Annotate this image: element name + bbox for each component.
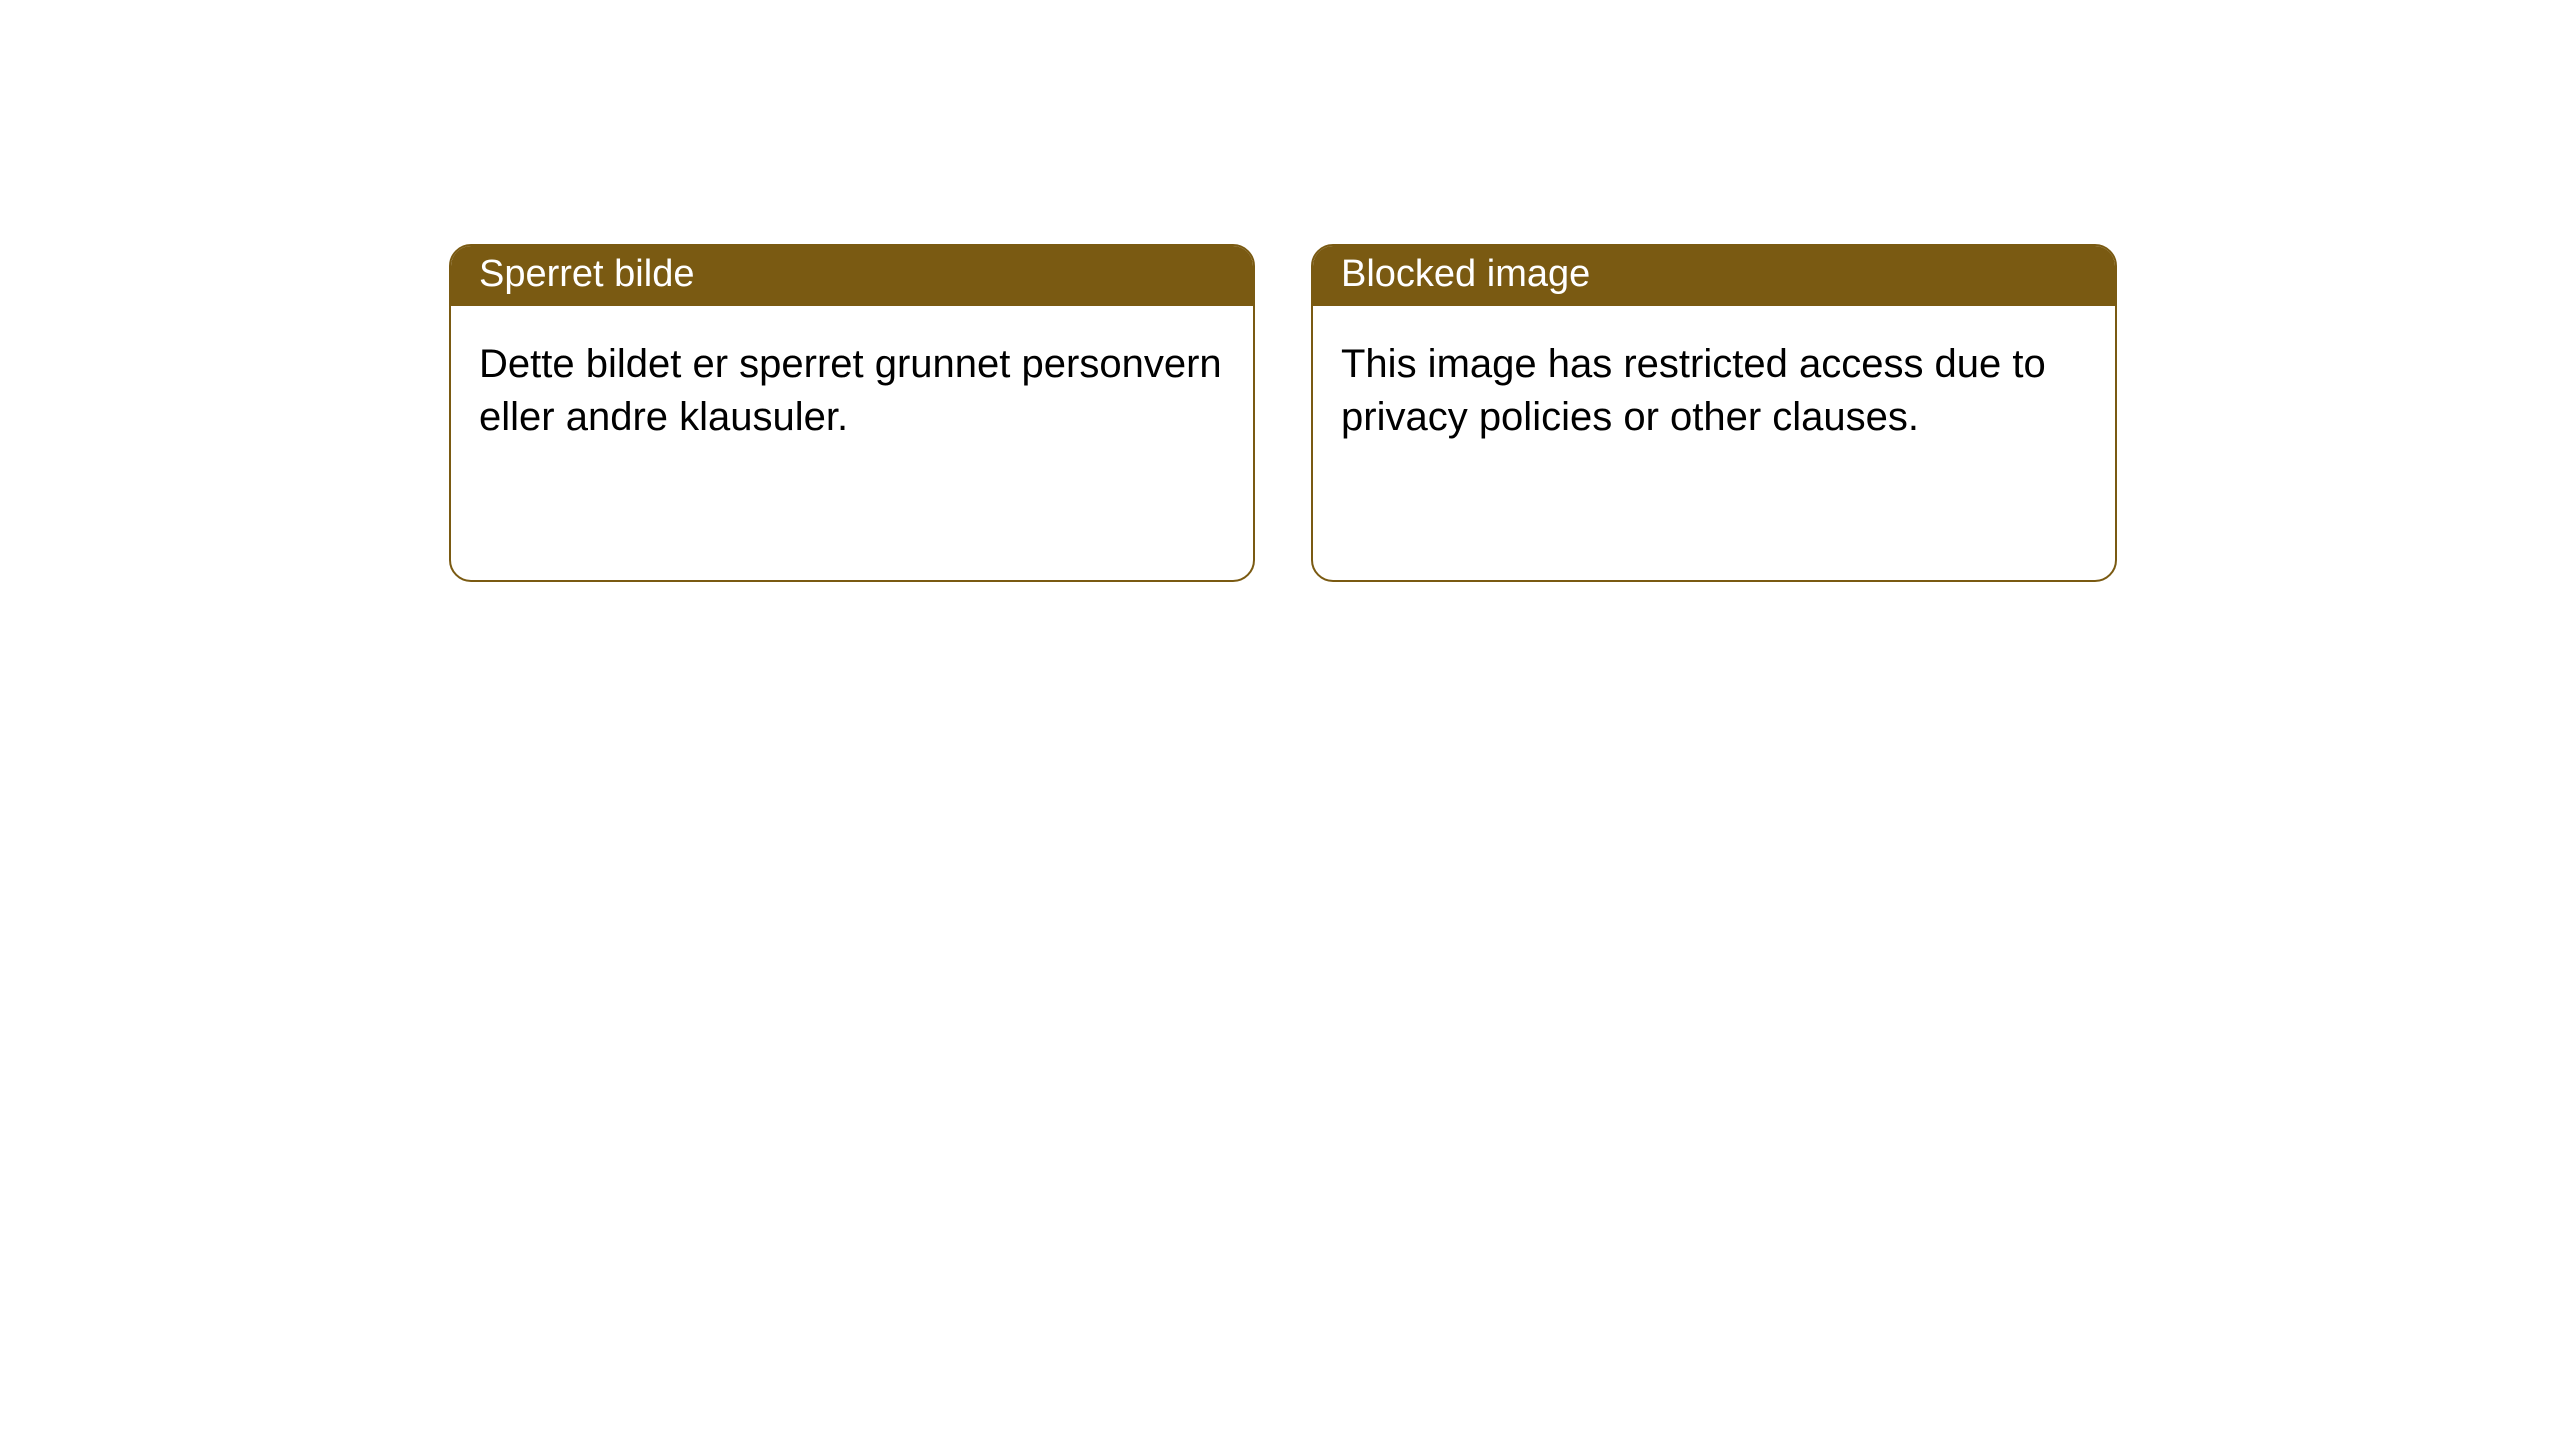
notice-header: Blocked image <box>1313 246 2115 306</box>
notice-header: Sperret bilde <box>451 246 1253 306</box>
notice-body: Dette bildet er sperret grunnet personve… <box>451 306 1253 476</box>
notice-card-norwegian: Sperret bilde Dette bildet er sperret gr… <box>449 244 1255 582</box>
notice-card-english: Blocked image This image has restricted … <box>1311 244 2117 582</box>
notice-body: This image has restricted access due to … <box>1313 306 2115 476</box>
notice-container: Sperret bilde Dette bildet er sperret gr… <box>0 0 2560 582</box>
